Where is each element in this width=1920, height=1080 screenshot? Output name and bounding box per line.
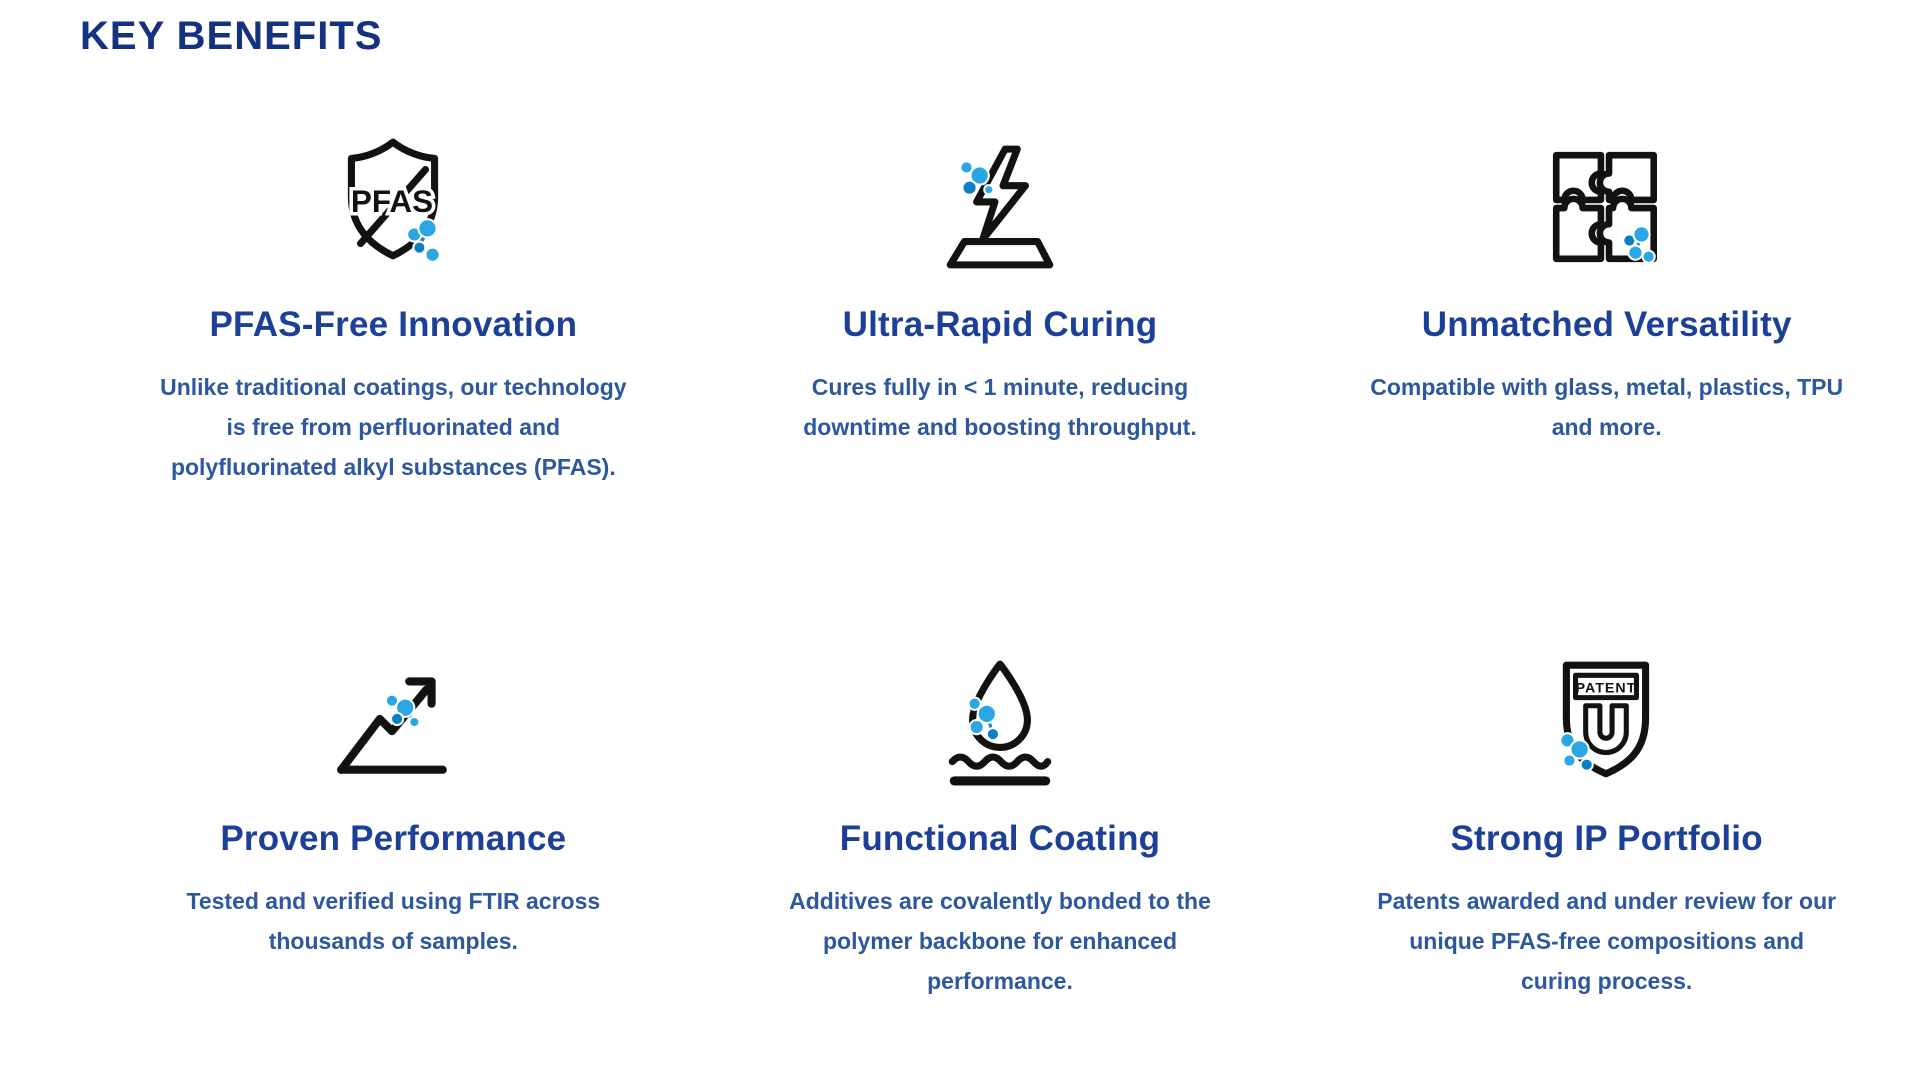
shield-label: PFAS — [351, 184, 433, 219]
versatility-puzzle-icon — [1541, 123, 1673, 273]
patent-label: PATENT — [1575, 681, 1636, 697]
benefit-title: Ultra-Rapid Curing — [842, 305, 1158, 344]
benefit-description: Additives are covalently bonded to the p… — [789, 888, 1211, 995]
benefit-title: Unmatched Versatility — [1421, 305, 1792, 344]
performance-growth-arrow-icon — [327, 637, 459, 787]
benefit-card-rapid-curing: Ultra-Rapid Curing Cures fully in < 1 mi… — [697, 123, 1304, 447]
versatility-puzzle-icon — [1552, 151, 1657, 264]
section-heading: KEY BENEFITS — [80, 14, 383, 58]
benefit-title: Strong IP Portfolio — [1450, 819, 1763, 859]
benefit-card-performance: Proven Performance Tested and verified u… — [90, 637, 697, 961]
molecule-cluster — [959, 160, 995, 196]
benefit-title: Proven Performance — [220, 819, 567, 859]
benefit-description: Patents awarded and under review for our… — [1377, 888, 1837, 995]
rapid-curing-lightning-icon — [934, 123, 1066, 273]
benefit-description: Tested and verified using FTIR across th… — [186, 888, 601, 955]
benefit-description: Compatible with glass, metal, plastics, … — [1370, 374, 1844, 441]
molecule-cluster — [385, 693, 421, 729]
benefit-description: Cures fully in < 1 minute, reducing down… — [803, 374, 1197, 441]
benefit-description: Unlike traditional coatings, our technol… — [160, 374, 627, 481]
benefit-card-versatility: Unmatched Versatility Compatible with gl… — [1303, 123, 1910, 447]
benefit-card-pfas-free: PFAS PFAS-Free Innovation Unlike traditi… — [90, 123, 697, 487]
molecule-cluster — [1621, 225, 1656, 264]
benefit-card-ip-portfolio: PATENT Strong IP Portfolio Patents award… — [1303, 637, 1910, 1001]
benefit-title: PFAS-Free Innovation — [209, 305, 578, 344]
functional-coating-droplet-icon — [948, 660, 1052, 786]
benefit-title: Functional Coating — [839, 819, 1161, 859]
benefit-card-functional-coating: Functional Coating Additives are covalen… — [697, 637, 1304, 1001]
pfas-free-shield-icon: PFAS — [327, 123, 459, 273]
rapid-curing-lightning-icon — [946, 145, 1054, 269]
performance-growth-arrow-icon — [337, 677, 448, 774]
ip-portfolio-patent-icon: PATENT — [1558, 661, 1649, 778]
molecule-cluster — [1558, 732, 1594, 772]
benefits-grid: PFAS PFAS-Free Innovation Unlike traditi… — [0, 123, 1920, 1001]
molecule-cluster — [406, 218, 441, 263]
pfas-free-shield-icon: PFAS — [348, 138, 441, 263]
functional-coating-droplet-icon — [934, 637, 1066, 787]
ip-portfolio-patent-icon: PATENT — [1541, 637, 1673, 787]
molecule-cluster — [967, 696, 1000, 742]
